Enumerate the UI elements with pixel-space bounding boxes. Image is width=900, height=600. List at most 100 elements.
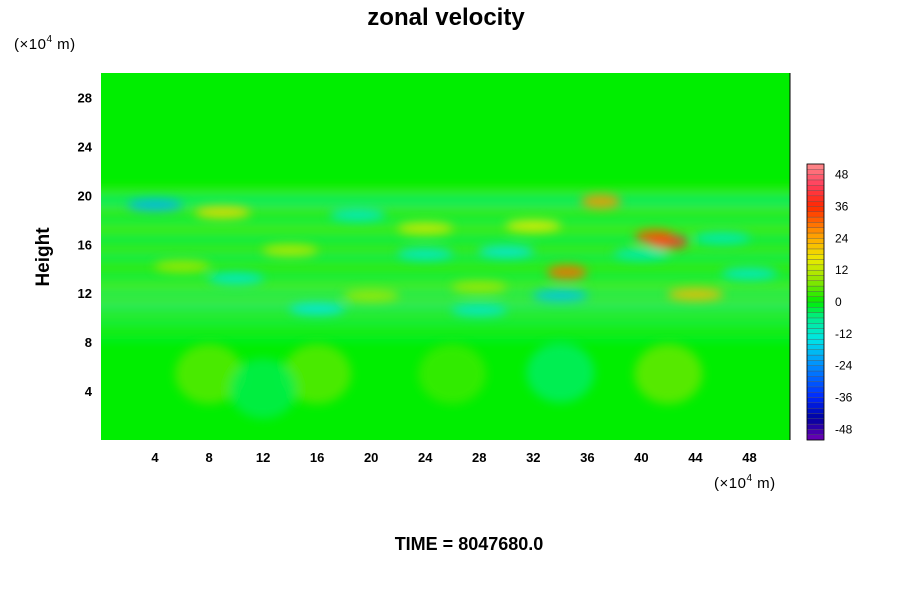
x-tick-label: 48 xyxy=(742,450,756,465)
x-tick-label: 4 xyxy=(151,450,159,465)
y-axis-unit: (×104 m) xyxy=(14,34,76,53)
colorbar-segment xyxy=(806,269,825,276)
y-unit-exponent: 4 xyxy=(46,34,52,45)
field-feature xyxy=(667,288,724,301)
field-feature xyxy=(634,229,675,244)
colorbar-tick-label: -24 xyxy=(835,359,853,373)
x-tick-label: 20 xyxy=(364,450,378,465)
field-band xyxy=(101,274,790,281)
colorbar-segment xyxy=(806,248,825,255)
field-feature xyxy=(418,343,487,404)
field-band xyxy=(101,290,790,297)
colorbar-tick-label: 0 xyxy=(835,295,842,309)
field-band xyxy=(101,282,790,289)
colorbar-segment xyxy=(806,296,825,303)
field-band xyxy=(101,208,790,215)
field-band xyxy=(101,218,790,225)
colorbar-segment xyxy=(806,423,825,430)
field-feature xyxy=(208,272,265,285)
x-tick-label: 36 xyxy=(580,450,594,465)
y-tick-label: 8 xyxy=(85,335,92,350)
field-feature xyxy=(397,222,454,235)
field-band xyxy=(101,193,790,200)
x-tick-label: 32 xyxy=(526,450,540,465)
colorbar-segment xyxy=(806,418,825,425)
colorbar-frame xyxy=(806,163,825,441)
field-feature xyxy=(343,289,400,302)
field-band xyxy=(101,335,790,342)
colorbar-segment xyxy=(806,179,825,186)
colorbar-segment xyxy=(806,169,825,175)
colorbar-segment xyxy=(806,386,825,393)
field-band xyxy=(101,318,790,325)
colorbar-segment xyxy=(806,174,825,181)
colorbar-segment xyxy=(806,285,825,292)
field-feature xyxy=(547,265,588,280)
colorbar-tick-label: 36 xyxy=(835,199,849,213)
y-tick-label: 4 xyxy=(85,384,93,399)
field-feature xyxy=(154,260,211,273)
x-tick-label: 24 xyxy=(418,450,433,465)
field-feature xyxy=(329,208,386,221)
colorbar-segment xyxy=(806,323,825,329)
colorbar-segment xyxy=(806,216,825,223)
field-feature xyxy=(532,289,589,302)
colorbar-segment xyxy=(806,206,825,212)
colorbar-segment xyxy=(806,312,825,319)
colorbar-segment xyxy=(806,227,825,234)
x-axis-unit: (×104 m) xyxy=(714,473,776,492)
colorbar-tick-label: 48 xyxy=(835,168,849,182)
colorbar: 48 36 24 12 0 -12 -24 -36 -48 xyxy=(806,163,853,441)
colorbar-segment xyxy=(806,185,825,191)
field-features xyxy=(127,194,778,419)
colorbar-segment xyxy=(806,402,825,409)
field-band xyxy=(101,187,790,194)
x-unit-suffix: m) xyxy=(753,475,776,492)
x-unit-exponent: 4 xyxy=(746,473,752,484)
y-tick-label: 24 xyxy=(78,139,93,154)
field-feature xyxy=(505,219,562,232)
x-tick-label: 8 xyxy=(205,450,212,465)
colorbar-segment xyxy=(806,280,825,287)
field-band xyxy=(101,303,790,310)
field-feature xyxy=(229,358,298,419)
x-tick-label: 28 xyxy=(472,450,486,465)
colorbar-segment xyxy=(806,333,825,340)
y-axis-label: Height xyxy=(33,227,54,287)
colorbar-segment xyxy=(806,365,825,372)
colorbar-segment xyxy=(806,407,825,414)
colorbar-segment xyxy=(806,434,825,441)
field-band xyxy=(101,236,790,243)
field-band xyxy=(101,297,790,304)
field-feature xyxy=(613,248,670,261)
field-feature xyxy=(283,343,352,404)
field-feature xyxy=(194,206,251,219)
colorbar-tick-label: 12 xyxy=(835,263,849,277)
y-tick-label: 20 xyxy=(78,188,92,203)
colorbar-segment xyxy=(806,338,825,345)
x-unit-prefix: (×10 xyxy=(714,475,746,492)
y-unit-prefix: (×10 xyxy=(14,36,46,53)
colorbar-segment xyxy=(806,344,825,350)
colorbar-segment xyxy=(806,195,825,202)
colorbar-segment xyxy=(806,232,825,239)
field-feature xyxy=(289,303,346,316)
colorbar-tick-label: -36 xyxy=(835,391,853,405)
x-tick-label: 16 xyxy=(310,450,324,465)
field-band xyxy=(101,325,790,332)
field-feature xyxy=(634,343,703,404)
field-band xyxy=(101,264,790,271)
field-feature xyxy=(580,194,621,209)
x-tick-label: 40 xyxy=(634,450,648,465)
field-band xyxy=(101,246,790,253)
colorbar-segment xyxy=(806,349,825,356)
field-feature xyxy=(397,248,454,261)
colorbar-segment xyxy=(806,211,825,218)
field-band xyxy=(101,310,790,317)
y-unit-suffix: m) xyxy=(53,36,76,53)
colorbar-segment xyxy=(806,370,825,377)
chart-title: zonal velocity xyxy=(367,4,525,31)
colorbar-segment xyxy=(806,259,825,266)
field-feature xyxy=(526,342,595,403)
colorbar-segment xyxy=(806,190,825,197)
